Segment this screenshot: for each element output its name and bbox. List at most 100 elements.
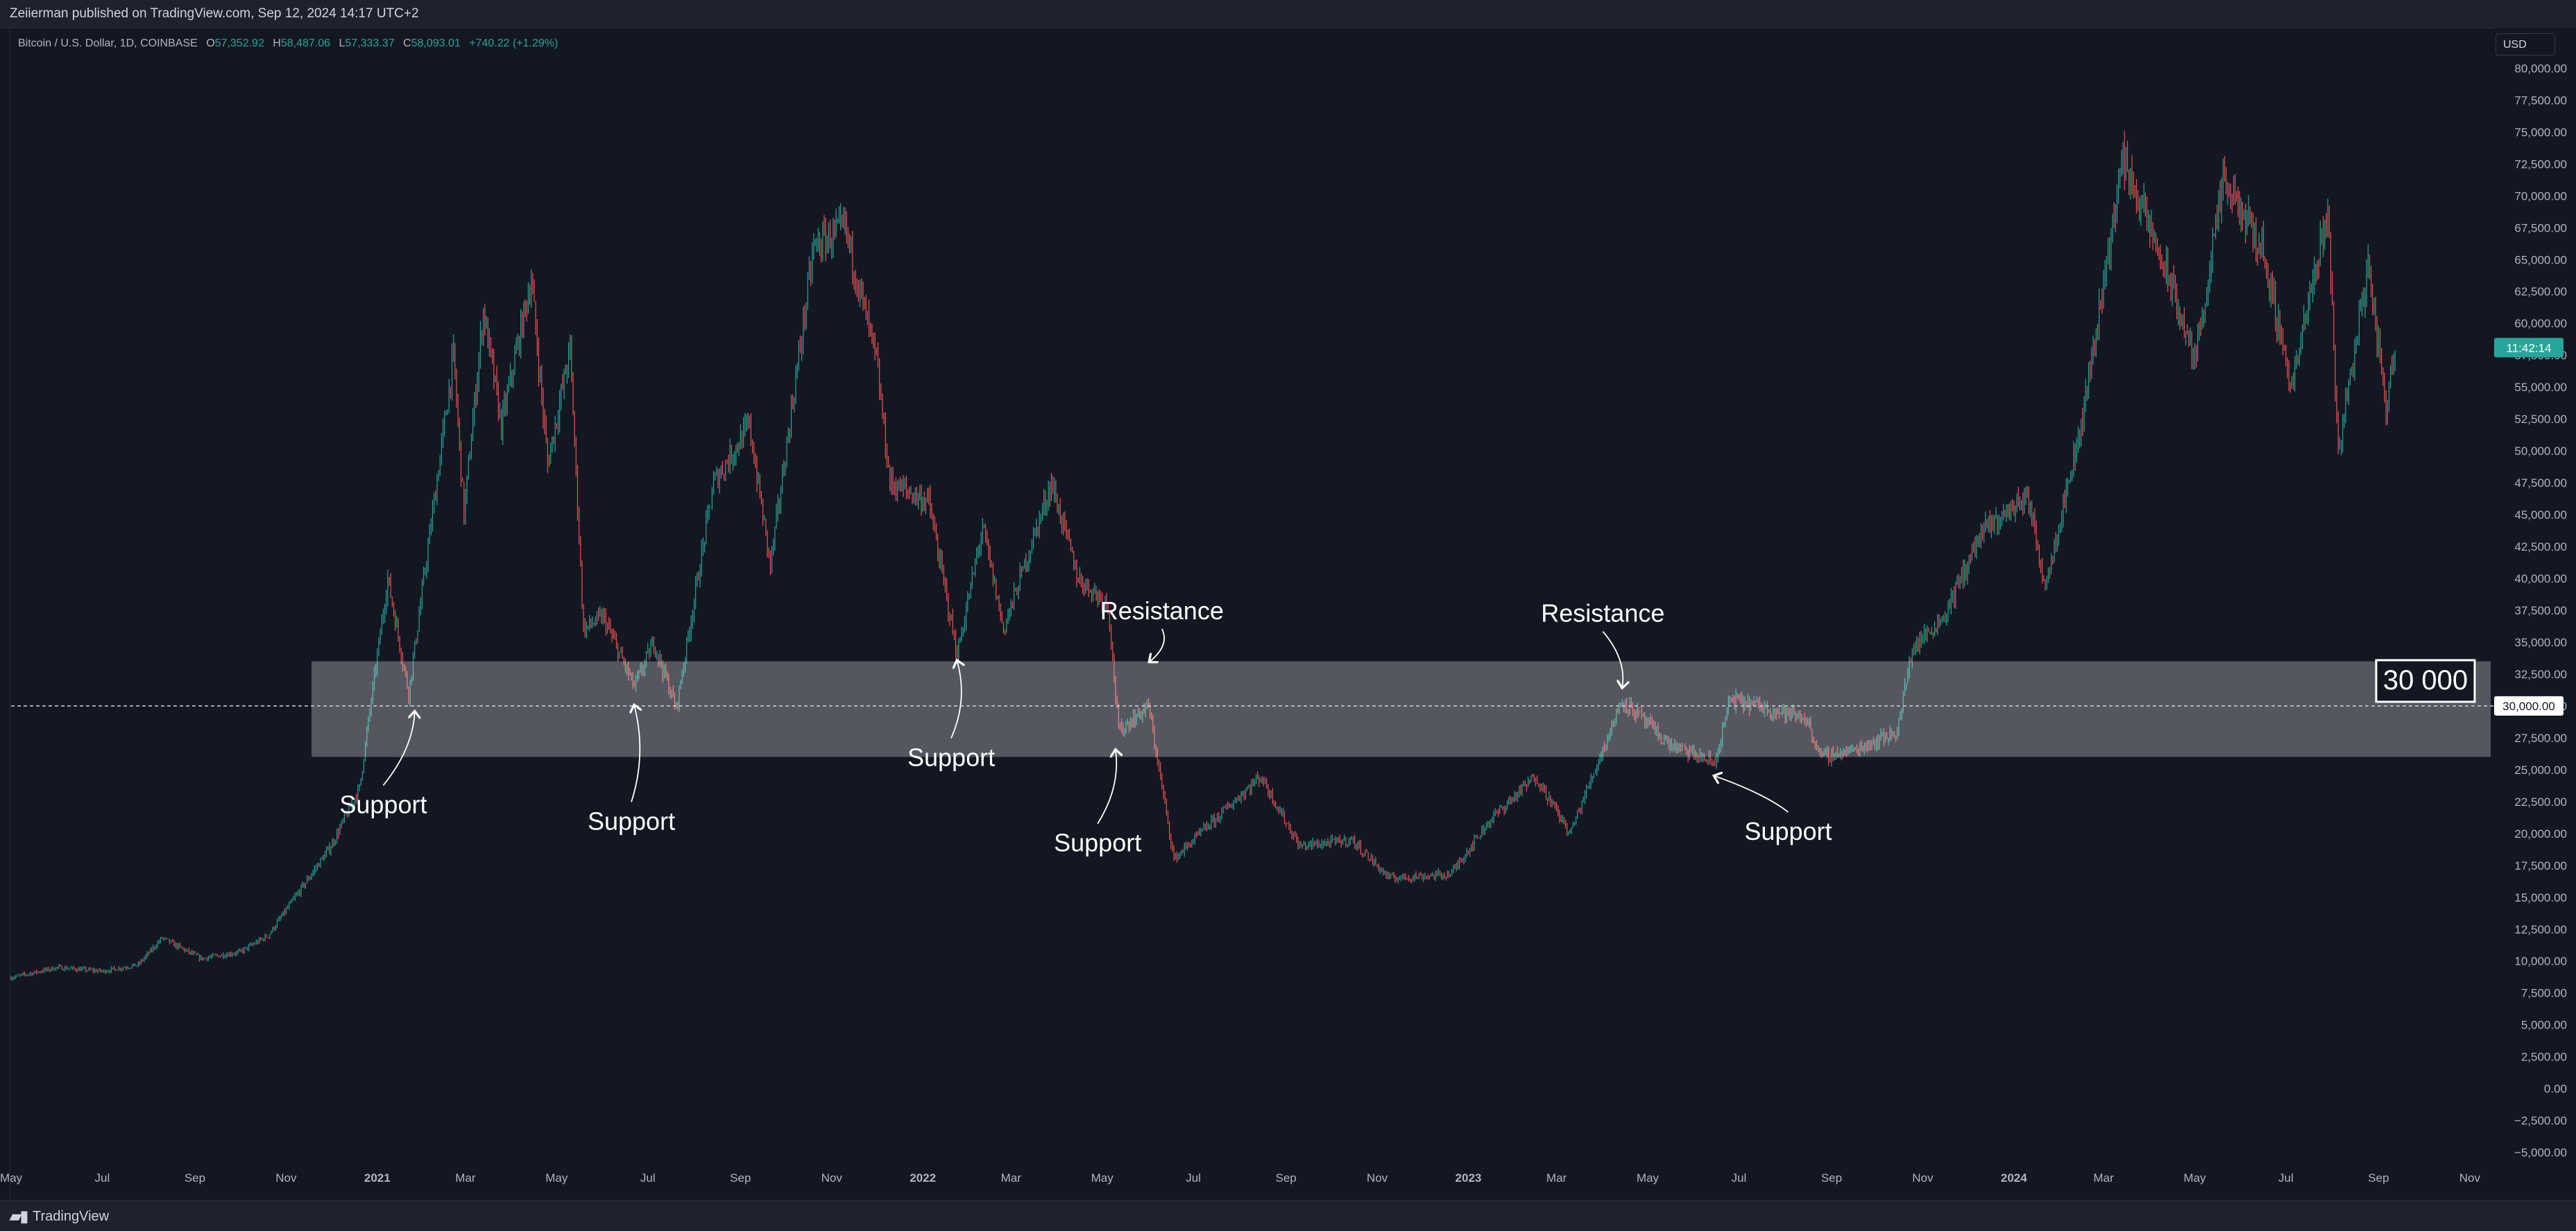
y-tick-label: 35,000.00: [2514, 636, 2567, 649]
annotation-arrow-icon: [1602, 630, 1623, 687]
open-value: 57,352.92: [214, 37, 264, 49]
low-value: 57,333.37: [345, 37, 395, 49]
y-tick-label: −2,500.00: [2514, 1114, 2567, 1128]
x-tick-label: Nov: [275, 1171, 297, 1185]
y-tick-label: 10,000.00: [2514, 955, 2567, 968]
y-tick-label: 42,500.00: [2514, 540, 2567, 553]
y-tick-label: 45,000.00: [2514, 508, 2567, 522]
y-tick-label: 75,000.00: [2514, 126, 2567, 139]
last-price-countdown: 11:42:14: [2507, 341, 2552, 354]
x-tick-label: May: [545, 1171, 568, 1185]
zone-label-box: [2375, 659, 2476, 703]
x-tick-label: Jul: [1186, 1171, 1201, 1185]
candlestick-chart[interactable]: 30 000 −5,000.00 −2,500.00 0.00 2,500.00 5,0…: [0, 0, 2576, 1200]
x-tick-label: Sep: [185, 1171, 205, 1185]
y-tick-label: 40,000.00: [2514, 572, 2567, 585]
x-tick-label: 2022: [910, 1171, 936, 1185]
symbol-legend: Bitcoin / U.S. Dollar, 1D, COINBASE O57,…: [18, 37, 558, 50]
x-tick-label: Sep: [1821, 1171, 1842, 1185]
high-label: H: [273, 37, 281, 49]
y-tick-label: 55,000.00: [2514, 381, 2567, 394]
support-annotation: Support: [1744, 817, 1832, 845]
zone-label: 30 000: [2383, 665, 2468, 696]
annotation-arrow-icon: [950, 662, 962, 739]
x-tick-label: Nov: [2459, 1171, 2481, 1185]
publish-header: Zeiierman published on TradingView.com, …: [0, 0, 2576, 28]
support-annotation: Support: [588, 807, 675, 835]
y-tick-label: 15,000.00: [2514, 891, 2567, 904]
x-tick-label: Nov: [1912, 1171, 1934, 1185]
y-tick-label: 72,500.00: [2514, 157, 2567, 171]
annotation-arrow-icon: [631, 706, 640, 802]
y-tick-label: 0.00: [2544, 1083, 2567, 1096]
x-tick-label: Jul: [640, 1171, 656, 1185]
x-tick-label: Jul: [95, 1171, 110, 1185]
last-price-tag: [2494, 338, 2564, 358]
y-tick-label: 2,500.00: [2521, 1051, 2567, 1064]
x-tick-label: May: [2183, 1171, 2206, 1185]
y-tick-label: 60,000.00: [2514, 317, 2567, 330]
low-label: L: [339, 37, 346, 49]
x-axis[interactable]: May Jul Sep Nov 2021 Mar May Jul Sep Nov 2022 Mar Ma…: [0, 1171, 2480, 1185]
x-tick-label: 2024: [2001, 1171, 2027, 1185]
support-annotation: Support: [907, 743, 995, 771]
x-tick-label: Mar: [2093, 1171, 2114, 1185]
publisher-line: Zeiierman published on TradingView.com, …: [10, 6, 419, 21]
y-tick-label: 20,000.00: [2514, 827, 2567, 841]
candles-layer: [10, 130, 2396, 981]
close-value: 58,093.01: [411, 37, 461, 49]
y-axis-background: [2494, 28, 2576, 1172]
tradingview-brand[interactable]: ▰▮ TradingView: [10, 1207, 109, 1225]
resistance-annotation: Resistance: [1100, 596, 1224, 625]
high-value: 58,487.06: [280, 37, 331, 49]
brand-name: TradingView: [33, 1208, 110, 1224]
y-axis[interactable]: −5,000.00 −2,500.00 0.00 2,500.00 5,000.00 7,…: [2494, 28, 2576, 1172]
x-tick-label: Nov: [821, 1171, 843, 1185]
x-tick-label: Jul: [2278, 1171, 2294, 1185]
support-resistance-zone: [312, 661, 2491, 757]
x-tick-label: Mar: [455, 1171, 476, 1185]
x-tick-label: May: [1091, 1171, 1114, 1185]
x-tick-label: 2021: [364, 1171, 391, 1185]
y-tick-label: 25,000.00: [2514, 764, 2567, 777]
level-price-tag: [2494, 696, 2564, 716]
support-annotation: Support: [339, 790, 427, 818]
x-tick-label: Sep: [730, 1171, 751, 1185]
y-tick-label: 62,500.00: [2514, 285, 2567, 298]
y-tick-label: 32,500.00: [2514, 668, 2567, 681]
level-price-label: 30,000.00: [2502, 700, 2555, 713]
y-tick-label: 7,500.00: [2521, 987, 2567, 1000]
y-tick-label: 27,500.00: [2514, 732, 2567, 745]
symbol-name: Bitcoin / U.S. Dollar, 1D, COINBASE: [18, 37, 198, 49]
y-tick-label: 50,000.00: [2514, 445, 2567, 458]
support-annotation: Support: [1054, 829, 1141, 857]
annotation-arrow-icon: [1715, 776, 1789, 813]
close-label: C: [403, 37, 411, 49]
open-label: O: [206, 37, 215, 49]
annotation-arrow-icon: [1097, 750, 1116, 825]
x-tick-label: Mar: [1001, 1171, 1022, 1185]
x-tick-label: Mar: [1546, 1171, 1567, 1185]
x-tick-label: Sep: [2368, 1171, 2389, 1185]
x-tick-label: 2023: [1456, 1171, 1482, 1185]
y-tick-label: 22,500.00: [2514, 795, 2567, 809]
x-tick-label: May: [0, 1171, 23, 1185]
y-tick-label: 37,500.00: [2514, 604, 2567, 617]
y-tick-label: 77,500.00: [2514, 94, 2567, 107]
y-tick-label: 52,500.00: [2514, 413, 2567, 426]
y-tick-label: 70,000.00: [2514, 189, 2567, 203]
x-tick-label: Nov: [1367, 1171, 1388, 1185]
x-tick-label: May: [1637, 1171, 1660, 1185]
footer-bar: ▰▮ TradingView: [0, 1200, 2576, 1231]
x-tick-label: Jul: [1732, 1171, 1747, 1185]
y-tick-label: 65,000.00: [2514, 253, 2567, 266]
y-tick-label: 67,500.00: [2514, 221, 2567, 234]
y-tick-label: 12,500.00: [2514, 923, 2567, 936]
tradingview-logo-icon: ▰▮: [10, 1207, 28, 1225]
change-value: +740.22 (+1.29%): [469, 37, 558, 49]
y-tick-label: 47,500.00: [2514, 476, 2567, 490]
y-tick-label: 5,000.00: [2521, 1019, 2567, 1032]
currency-button[interactable]: USD: [2496, 33, 2555, 55]
annotations-layer: Support Support Support Resistance Support Re…: [339, 596, 1832, 857]
x-tick-label: Sep: [1276, 1171, 1297, 1185]
